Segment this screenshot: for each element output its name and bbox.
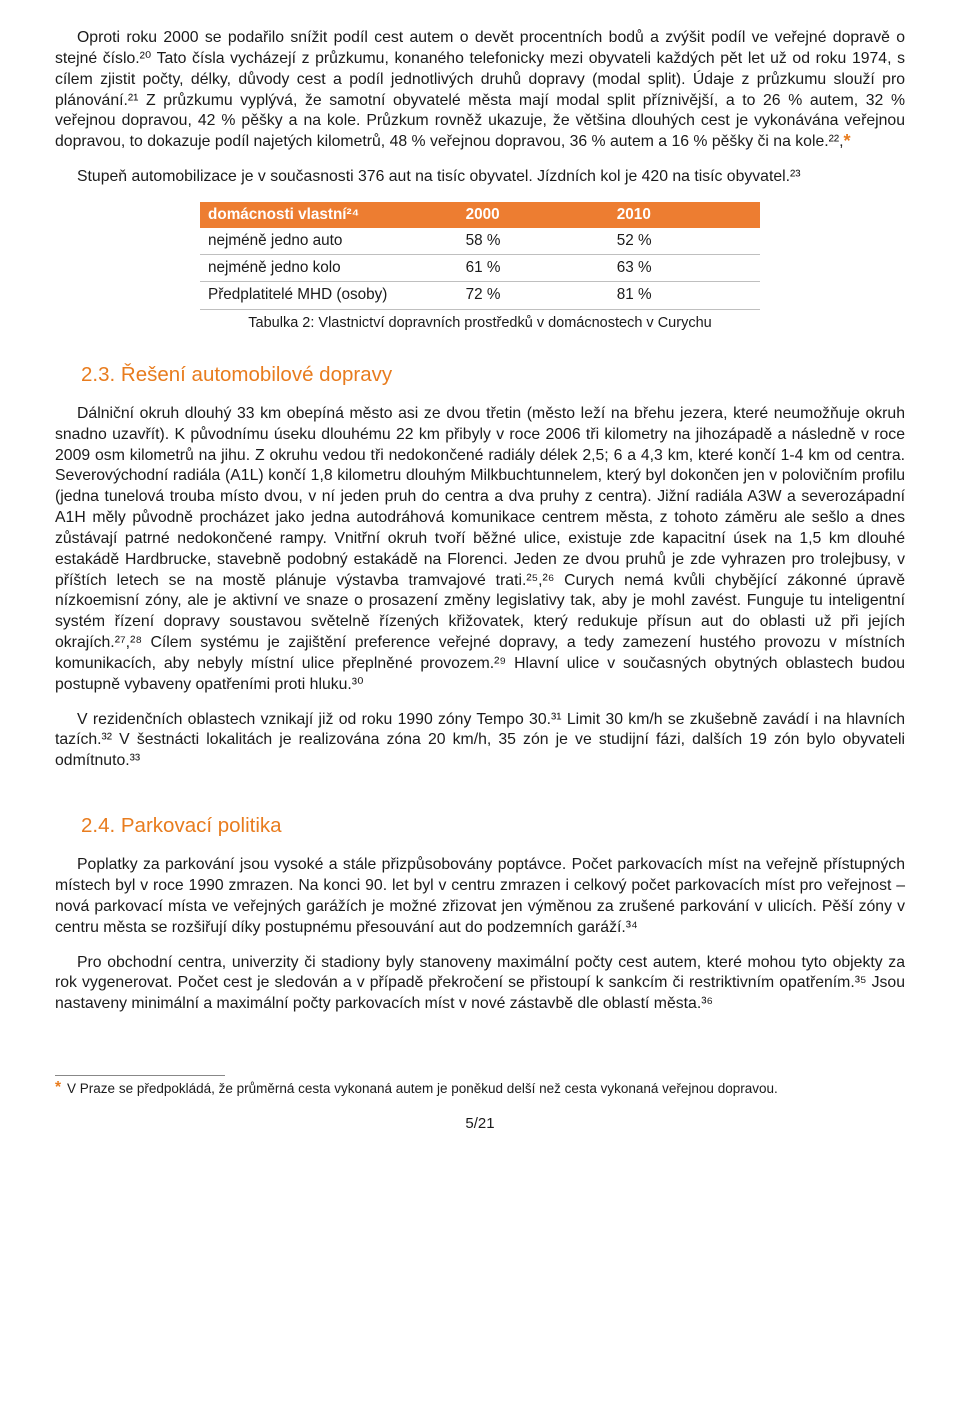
table-row: nejméně jedno kolo 61 % 63 %	[200, 255, 760, 282]
table-caption: Tabulka 2: Vlastnictví dopravních prostř…	[55, 314, 905, 333]
section-2-3-heading: 2.3. Řešení automobilové dopravy	[81, 361, 905, 388]
footnote: * V Praze se předpokládá, že průměrná ce…	[55, 1080, 905, 1098]
th-0: domácnosti vlastní²⁴	[200, 202, 458, 228]
footnote-separator	[55, 1075, 225, 1076]
section-2-4-heading: 2.4. Parkovací politika	[81, 812, 905, 839]
bold-summary: Stupeň automobilizace je v současnosti 3…	[77, 167, 905, 188]
sec23-para2: V rezidenčních oblastech vznikají již od…	[55, 710, 905, 773]
sec24-para1: Poplatky za parkování jsou vysoké a stál…	[55, 855, 905, 938]
ownership-table: domácnosti vlastní²⁴ 2000 2010 nejméně j…	[200, 202, 760, 310]
footnote-text: V Praze se předpokládá, že průměrná cest…	[67, 1080, 778, 1098]
star-ref: *	[844, 131, 851, 151]
table-row: nejméně jedno auto 58 % 52 %	[200, 228, 760, 255]
page-number: 5/21	[55, 1114, 905, 1134]
th-1: 2000	[458, 202, 609, 228]
para1-text: Oproti roku 2000 se podařilo snížit podí…	[55, 29, 905, 150]
paragraph-1: Oproti roku 2000 se podařilo snížit podí…	[55, 28, 905, 153]
sec24-para2: Pro obchodní centra, univerzity či stadi…	[55, 953, 905, 1016]
footnote-star-icon: *	[55, 1080, 61, 1098]
sec23-para1: Dálniční okruh dlouhý 33 km obepíná měst…	[55, 404, 905, 696]
table-row: Předplatitelé MHD (osoby) 72 % 81 %	[200, 282, 760, 309]
th-2: 2010	[609, 202, 760, 228]
